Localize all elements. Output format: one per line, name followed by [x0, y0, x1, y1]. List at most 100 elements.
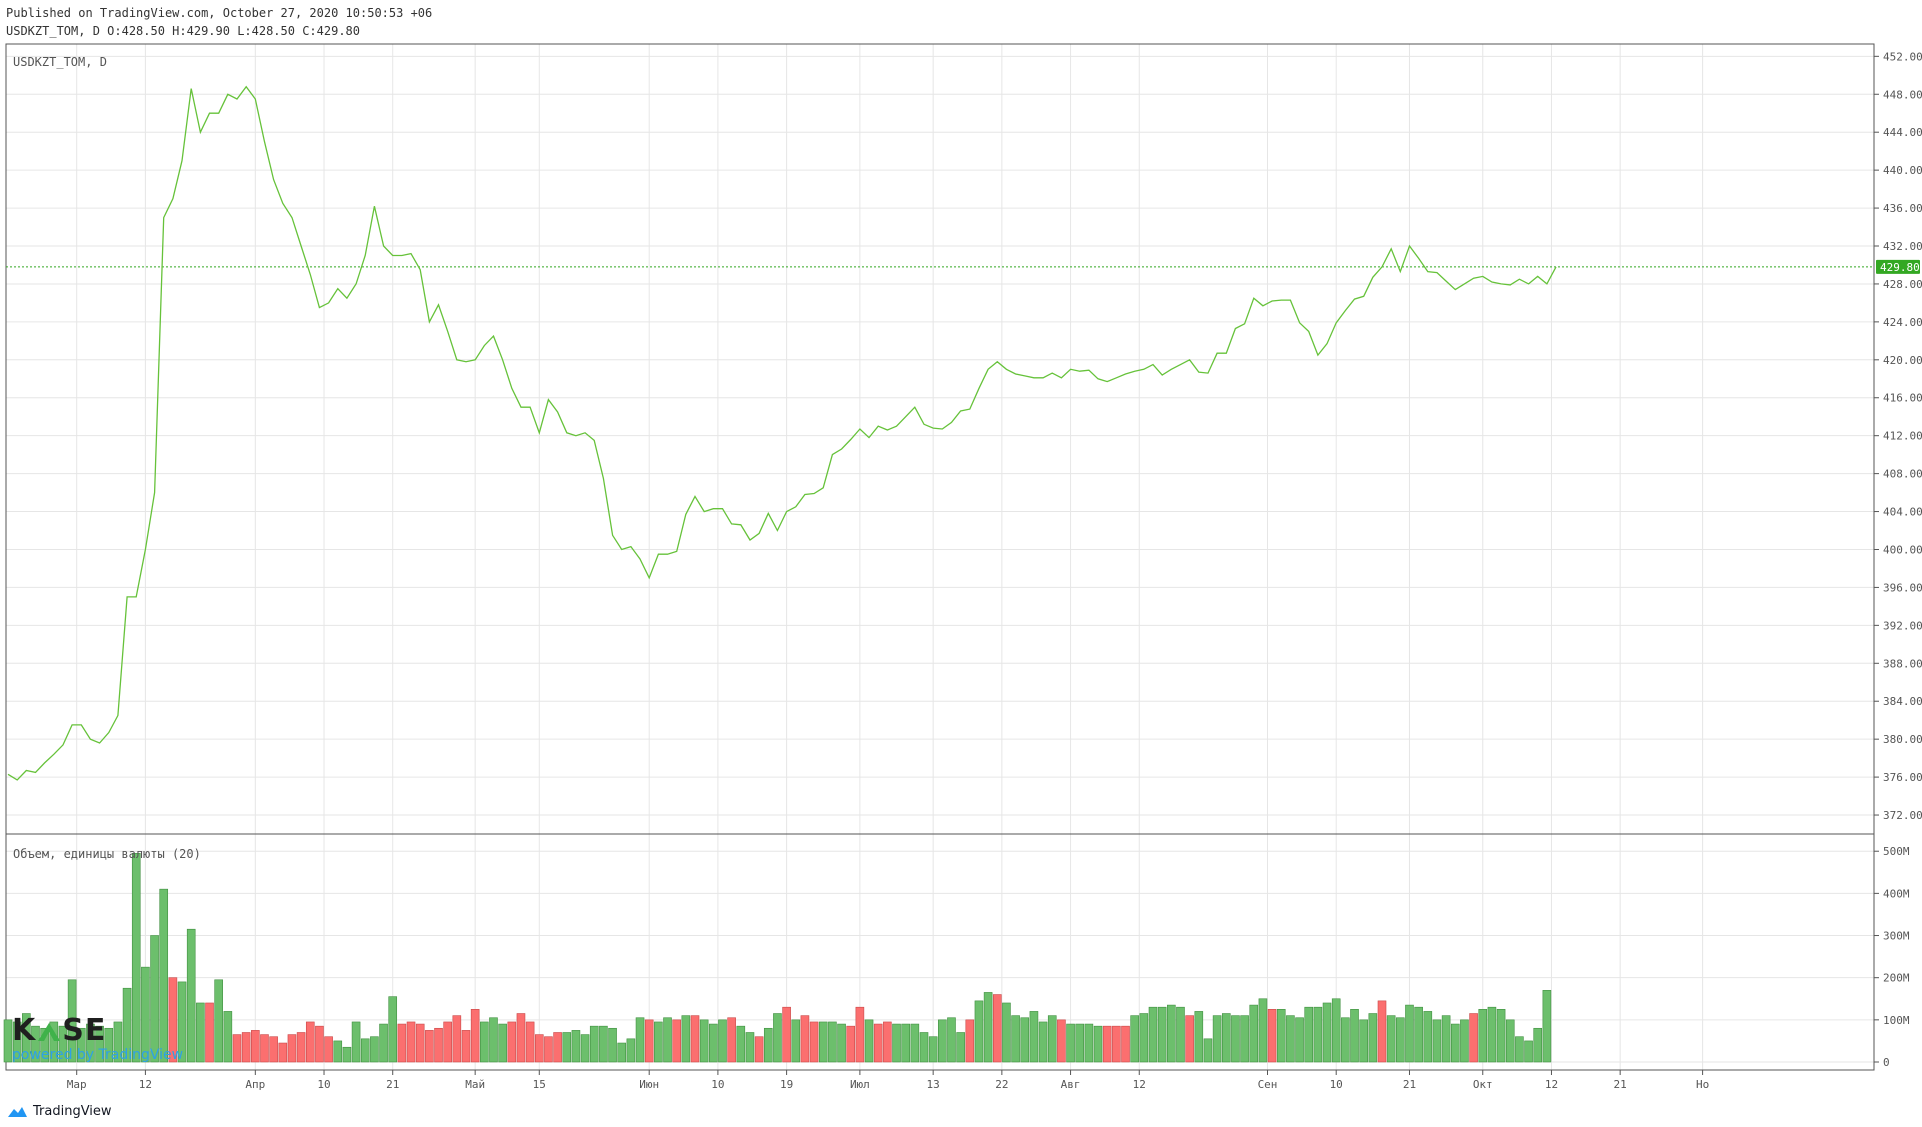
- volume-bar: [461, 1030, 471, 1063]
- price-tick-label: 428.00: [1883, 278, 1922, 291]
- volume-tick-label: 400M: [1883, 887, 1910, 900]
- volume-bar: [1066, 1023, 1075, 1063]
- volume-bar: [992, 994, 1002, 1063]
- volume-bar: [727, 1017, 736, 1063]
- volume-bar: [1350, 1009, 1359, 1063]
- volume-bar: [333, 1040, 343, 1063]
- volume-bar: [718, 1019, 727, 1063]
- volume-bar: [534, 1034, 544, 1063]
- volume-bar: [1368, 1013, 1378, 1063]
- volume-bar: [1469, 1013, 1478, 1063]
- volume-tick-label: 0: [1883, 1056, 1890, 1069]
- time-tick-label: 19: [780, 1078, 793, 1091]
- price-tick-label: 436.00: [1883, 202, 1922, 215]
- volume-bar: [1102, 1025, 1112, 1063]
- kase-chevron-icon: [38, 1023, 61, 1041]
- volume-bar: [818, 1021, 828, 1063]
- time-tick-label: Мар: [67, 1078, 87, 1091]
- volume-bar: [589, 1025, 599, 1063]
- volume-bar: [1515, 1036, 1524, 1063]
- volume-bar: [415, 1023, 425, 1063]
- volume-bar: [599, 1025, 608, 1063]
- volume-bar: [1313, 1006, 1323, 1063]
- volume-bar: [791, 1019, 801, 1063]
- tradingview-footer[interactable]: TradingView: [6, 1100, 112, 1122]
- volume-bar: [873, 1023, 883, 1063]
- volume-bar: [86, 1023, 95, 1063]
- volume-bar: [672, 1019, 681, 1063]
- volume-bar: [1002, 1002, 1011, 1063]
- volume-bar: [232, 1034, 242, 1063]
- volume-bar: [883, 1021, 892, 1063]
- volume-bar: [754, 1036, 764, 1063]
- volume-bar: [745, 1032, 755, 1063]
- volume-bar: [370, 1036, 379, 1063]
- volume-bar: [1423, 1011, 1433, 1063]
- volume-bar: [1038, 1021, 1048, 1063]
- volume-bar: [3, 1019, 13, 1063]
- price-line: [7, 85, 1557, 781]
- volume-bar: [690, 1015, 700, 1063]
- kase-word-right: SE: [62, 1013, 107, 1048]
- volume-bar: [562, 1032, 572, 1063]
- volume-bar: [1221, 1013, 1231, 1063]
- volume-bar: [58, 1025, 68, 1063]
- price-tick-label: 396.00: [1883, 581, 1922, 594]
- time-tick-label: Сен: [1258, 1078, 1278, 1091]
- volume-bar: [22, 1013, 31, 1063]
- volume-bar: [223, 1011, 233, 1063]
- volume-bar: [709, 1023, 718, 1063]
- volume-bar: [1405, 1004, 1414, 1063]
- price-pane-title: USDKZT_TOM, D: [13, 55, 107, 69]
- price-tick-label: 452.00: [1883, 50, 1922, 63]
- volume-bar: [95, 1025, 104, 1063]
- volume-bar: [553, 1032, 562, 1063]
- volume-bar: [1194, 1011, 1204, 1063]
- volume-bar: [525, 1021, 535, 1063]
- volume-bar: [1478, 1009, 1488, 1063]
- volume-y-axis: 500M 400M 300M 200M 100M 0: [1874, 845, 1910, 1069]
- price-tick-label: 420.00: [1883, 354, 1922, 367]
- volume-bar: [1505, 1019, 1515, 1063]
- time-tick-label: 12: [1133, 1078, 1146, 1091]
- volume-bar: [1341, 1017, 1350, 1063]
- volume-bar: [141, 966, 150, 1063]
- volume-bar: [837, 1023, 846, 1063]
- volume-bar: [763, 1027, 773, 1063]
- price-tick-label: 404.00: [1883, 506, 1922, 519]
- volume-bar: [1377, 1000, 1387, 1063]
- price-tick-label: 440.00: [1883, 164, 1922, 177]
- volume-bar: [1249, 1004, 1259, 1063]
- volume-bar: [49, 1021, 59, 1063]
- volume-bar: [269, 1036, 278, 1063]
- last-price-badge: 429.80: [1876, 259, 1920, 274]
- time-tick-label: 22: [995, 1078, 1008, 1091]
- volume-bar: [168, 977, 178, 1063]
- volume-bar: [635, 1017, 645, 1063]
- volume-bar: [1212, 1015, 1222, 1063]
- volume-bar: [1112, 1025, 1121, 1063]
- volume-bar: [1386, 1015, 1396, 1063]
- volume-bar: [919, 1032, 929, 1063]
- volume-bar: [186, 928, 196, 1063]
- price-tick-label: 412.00: [1883, 430, 1922, 443]
- volume-bar: [397, 1023, 407, 1063]
- volume-bar: [1322, 1002, 1332, 1063]
- volume-bar: [425, 1030, 434, 1063]
- volume-bar: [324, 1036, 333, 1063]
- volume-bar: [910, 1023, 920, 1063]
- time-x-axis: Мар 12 Апр 10 21 Май 15 Июн 10 19 Июл 13 22 Авг 12 Сен 1…: [67, 1070, 1709, 1091]
- volume-bar: [1057, 1019, 1066, 1063]
- volume-bar: [1304, 1006, 1314, 1063]
- volume-bar: [974, 1000, 984, 1063]
- time-tick-label: 21: [1403, 1078, 1416, 1091]
- volume-bar: [644, 1019, 654, 1063]
- time-tick-label: Июн: [639, 1078, 659, 1091]
- time-tick-label: Июл: [850, 1078, 870, 1091]
- volume-bar: [1487, 1006, 1497, 1063]
- volume-bar: [214, 979, 223, 1063]
- volume-bar: [159, 888, 169, 1063]
- tradingview-brand: TradingView: [33, 1103, 112, 1119]
- volume-bar: [1542, 990, 1552, 1063]
- volume-bar: [113, 1021, 123, 1063]
